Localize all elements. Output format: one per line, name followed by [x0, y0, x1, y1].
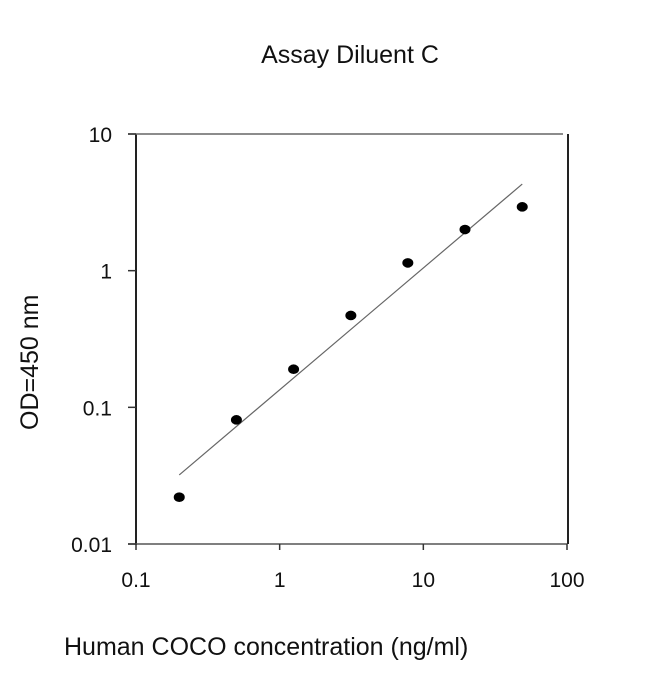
plot-frame	[128, 133, 569, 545]
x-tick-label: 10	[412, 569, 435, 592]
y-tick-label: 0.1	[83, 397, 112, 420]
y-tick-label: 10	[89, 124, 112, 147]
data-point	[173, 492, 185, 503]
x-tick-label: 0.1	[121, 569, 150, 592]
data-point	[288, 364, 300, 375]
y-tick-label: 0.01	[71, 534, 112, 557]
data-point	[402, 258, 414, 268]
chart-title: Assay Diluent C	[261, 41, 439, 69]
data-point	[345, 310, 357, 321]
data-point	[516, 202, 528, 212]
x-axis-label: Human COCO concentration (ng/ml)	[64, 633, 469, 661]
data-points	[173, 202, 528, 503]
data-point	[459, 224, 471, 235]
axis-ticks: 0.1 1 10 100 0.01 0.1 1 10	[71, 124, 584, 592]
y-tick-label: 1	[100, 261, 112, 284]
x-tick-label: 1	[274, 569, 286, 592]
regression-line	[178, 183, 523, 476]
x-tick-label: 100	[549, 569, 584, 592]
fit-line	[178, 183, 523, 476]
data-point	[230, 415, 242, 425]
